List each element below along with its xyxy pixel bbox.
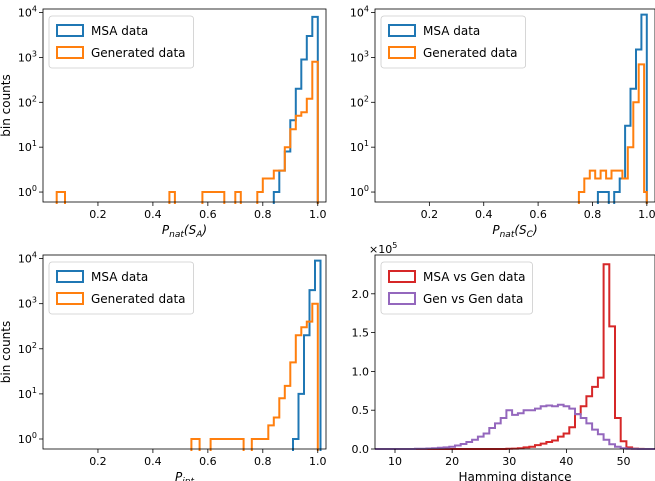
y-tick-label: 103 (350, 49, 369, 64)
legend-label: MSA data (423, 24, 480, 38)
y-tick-label: 101 (18, 386, 37, 401)
histogram-series-b (190, 302, 319, 451)
y-tick-label: 102 (350, 94, 369, 109)
axes-frame (42, 254, 327, 450)
axis-multiplier: ×105 (369, 241, 397, 256)
legend-box (48, 15, 195, 69)
legend-swatch (388, 46, 416, 59)
x-tick-label: 0.2 (89, 455, 107, 468)
y-tick-label: 102 (18, 341, 37, 356)
y-tick-label: 101 (350, 139, 369, 154)
x-tick-label: 1.0 (309, 208, 327, 221)
legend-swatch (388, 270, 416, 283)
y-tick-label: 101 (18, 139, 37, 154)
x-axis-label: Pint (175, 470, 194, 481)
x-axis-label: Pnat(SC) (492, 223, 537, 240)
x-tick-label: 20 (445, 455, 459, 468)
legend: MSA data Generated data (48, 261, 195, 315)
legend-label: MSA data (91, 24, 148, 38)
histogram-series-a (596, 13, 648, 204)
x-axis-label: Pnat(SA) (162, 223, 207, 240)
x-tick-label: 0.2 (421, 208, 439, 221)
y-tick-label: 0.0 (352, 443, 370, 456)
legend: MSA data Generated data (48, 15, 195, 69)
y-tick-label: 104 (350, 5, 369, 20)
legend-label: Gen vs Gen data (423, 292, 523, 306)
histogram-series-a (292, 259, 322, 451)
histogram-series-b (577, 63, 648, 204)
axes-frame (42, 8, 327, 203)
histogram-series-a (272, 15, 319, 204)
x-tick-label: 0.6 (199, 455, 217, 468)
y-tick-label: 1.5 (352, 327, 370, 340)
x-tick-label: 0.8 (254, 208, 272, 221)
y-tick-label: 2.0 (352, 288, 370, 301)
y-tick-label: 104 (18, 5, 37, 20)
legend-swatch (388, 292, 416, 305)
x-axis-label: Hamming distance (459, 470, 572, 481)
y-tick-label: 103 (18, 49, 37, 64)
x-tick-label: 1.0 (309, 455, 327, 468)
legend-label: Generated data (423, 46, 518, 60)
legend-box (48, 261, 195, 315)
chart-panel-top-left: 0.2 0.4 0.6 0.8 1.0 100 101 102 103 104 Pnat(SA) bi… (0, 5, 327, 240)
histogram-series-b (375, 403, 655, 450)
x-tick-label: 0.4 (144, 208, 162, 221)
legend-swatch (56, 46, 84, 59)
legend: MSA vs Gen data Gen vs Gen data (380, 261, 533, 315)
y-tick-label: 100 (18, 431, 37, 446)
legend-label: Generated data (91, 292, 186, 306)
x-tick-label: 0.8 (254, 455, 272, 468)
legend-label: MSA vs Gen data (423, 270, 526, 284)
y-tick-label: 0.5 (352, 404, 370, 417)
x-tick-label: 30 (502, 455, 516, 468)
x-tick-label: 0.8 (584, 208, 602, 221)
chart-panel-bottom-right: 10 20 30 40 50 0.0 0.5 1.0 1.5 2.0 ×105 Hamming dis… (352, 241, 655, 481)
legend-box (380, 261, 533, 315)
legend-swatch (56, 24, 84, 37)
y-tick-label: 103 (18, 296, 37, 311)
y-tick-label: 100 (350, 184, 369, 199)
y-tick-label: 102 (18, 94, 37, 109)
legend: MSA data Generated data (380, 15, 527, 69)
chart-panel-bottom-left: 0.2 0.4 0.6 0.8 1.0 100 101 102 103 104 Pint bin co… (0, 251, 327, 481)
y-tick-label: 100 (18, 184, 37, 199)
axes-frame (374, 254, 655, 450)
legend-swatch (56, 292, 84, 305)
x-tick-label: 0.6 (529, 208, 547, 221)
x-tick-label: 1.0 (638, 208, 655, 221)
y-axis-label: bin counts (0, 321, 13, 383)
legend-swatch (388, 24, 416, 37)
legend-label: Generated data (91, 46, 186, 60)
legend-label: MSA data (91, 270, 148, 284)
legend-swatch (56, 270, 84, 283)
x-tick-label: 50 (617, 455, 631, 468)
chart-panel-top-right: 0.2 0.4 0.6 0.8 1.0 100 101 102 103 104 Pnat(SC) MS… (350, 5, 655, 240)
x-tick-label: 0.6 (199, 208, 217, 221)
y-tick-label: 1.0 (352, 365, 370, 378)
legend-box (380, 15, 527, 69)
x-tick-label: 0.4 (144, 455, 162, 468)
y-tick-label: 104 (18, 251, 37, 266)
y-axis-label: bin counts (0, 74, 13, 136)
x-tick-label: 0.4 (475, 208, 493, 221)
x-tick-label: 10 (388, 455, 402, 468)
x-tick-label: 40 (559, 455, 573, 468)
histogram-series-b (55, 60, 319, 204)
x-tick-label: 0.2 (89, 208, 107, 221)
axes-frame (374, 8, 655, 203)
